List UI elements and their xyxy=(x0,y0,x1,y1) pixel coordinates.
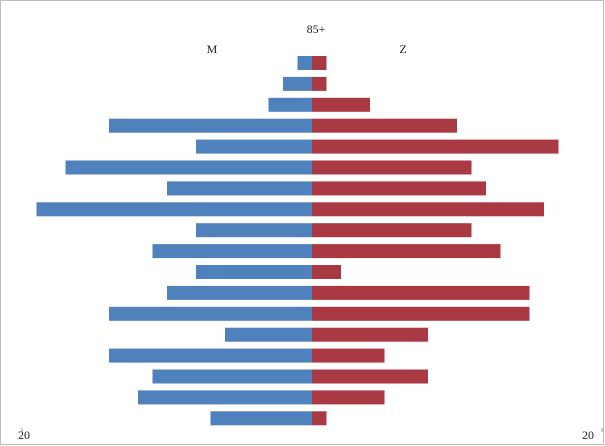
bar xyxy=(167,181,312,196)
bar xyxy=(109,306,312,321)
bar xyxy=(196,139,312,154)
bar xyxy=(312,390,385,405)
bar xyxy=(312,306,530,321)
bar xyxy=(65,160,312,175)
bar xyxy=(283,76,312,91)
bar xyxy=(312,223,472,238)
category-label: 85+ xyxy=(307,22,326,36)
bar xyxy=(312,56,327,70)
bar xyxy=(268,97,312,112)
bar xyxy=(312,97,370,112)
legend-label: M xyxy=(207,42,218,56)
bar xyxy=(312,202,544,217)
x-tick-label: 20 xyxy=(18,428,30,442)
bar xyxy=(312,411,327,426)
bar xyxy=(152,369,312,384)
bar xyxy=(312,327,428,342)
bar xyxy=(312,181,486,196)
bar xyxy=(312,348,385,363)
bar xyxy=(297,56,312,70)
bar xyxy=(152,244,312,259)
bar xyxy=(312,265,341,279)
bar xyxy=(312,160,472,175)
bar xyxy=(167,285,312,300)
bar xyxy=(138,390,312,405)
bar xyxy=(312,285,530,300)
x-tick-label: 20 xyxy=(582,428,594,442)
bar xyxy=(312,244,501,259)
bar xyxy=(210,411,312,426)
legend-label: Z xyxy=(399,42,406,56)
bar xyxy=(225,327,312,342)
bar xyxy=(312,118,457,133)
bar xyxy=(312,369,428,384)
bar xyxy=(312,139,559,154)
bar xyxy=(196,223,312,238)
bar xyxy=(196,265,312,279)
bar xyxy=(109,348,312,363)
bar xyxy=(109,118,312,133)
bar xyxy=(36,202,312,217)
bar xyxy=(312,76,327,91)
